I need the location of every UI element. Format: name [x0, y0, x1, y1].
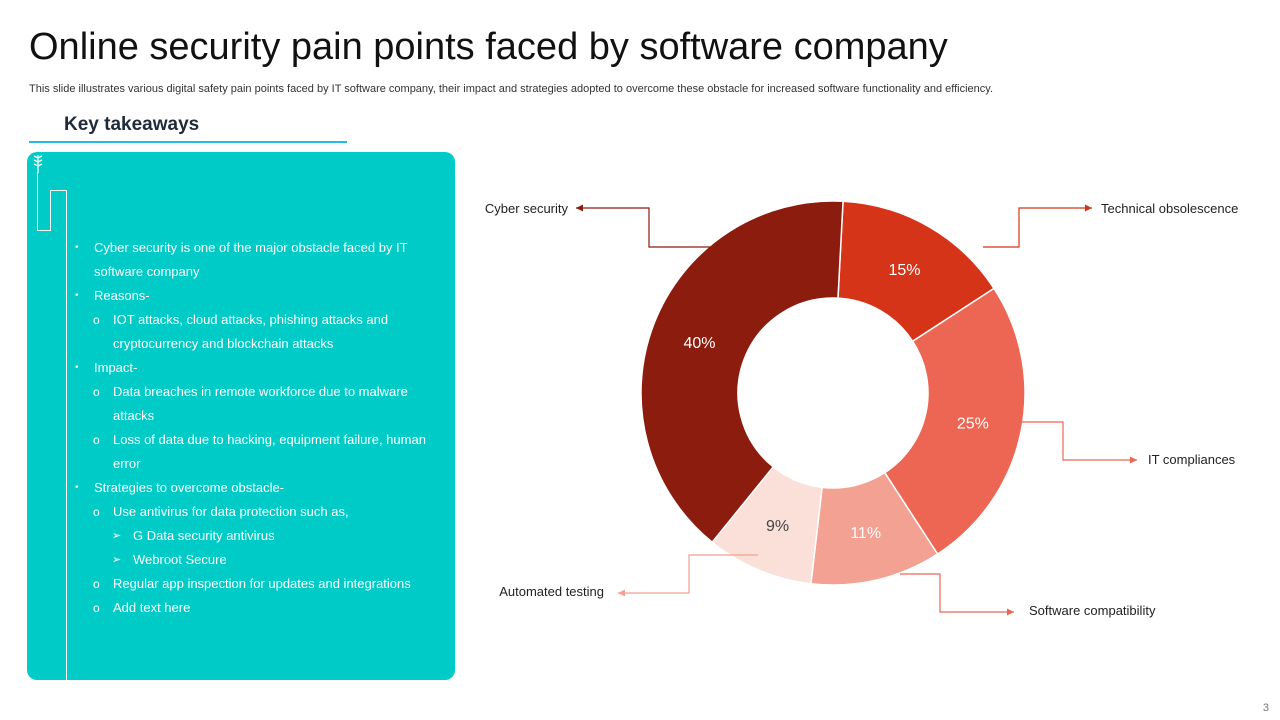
callout-line — [576, 207, 718, 248]
takeaway-item: attacks — [72, 404, 442, 428]
takeaway-text: Webroot Secure — [133, 552, 227, 567]
takeaway-item: o Regular app inspection for updates and … — [72, 572, 442, 596]
page-subtitle: This slide illustrates various digital s… — [29, 83, 994, 95]
slice-category-label: Automated testing — [499, 584, 604, 599]
takeaway-item: o IOT attacks, cloud attacks, phishing at… — [72, 308, 442, 332]
arrow-icon — [618, 589, 625, 597]
arrow-icon — [1007, 608, 1014, 616]
page-title: Online security pain points faced by sof… — [29, 26, 948, 68]
takeaway-item: cryptocurrency and blockchain attacks — [72, 332, 442, 356]
donut-slice — [640, 200, 844, 544]
callout-line — [1022, 421, 1137, 461]
bullet-marker: • — [75, 290, 79, 301]
takeaway-item: ➢ G Data security antivirus — [72, 524, 442, 548]
callout-line — [900, 573, 1014, 613]
callout-line — [618, 554, 758, 594]
takeaway-text: Regular app inspection for updates and i… — [113, 576, 411, 591]
callout-line — [983, 207, 1092, 248]
takeaway-item: • Reasons- — [72, 284, 442, 308]
takeaway-text: Add text here — [113, 600, 191, 615]
takeaway-item: o Add text here — [72, 596, 442, 620]
bullet-marker: ➢ — [112, 554, 122, 566]
panel-divider-line — [66, 190, 67, 680]
bullet-marker: • — [75, 482, 79, 493]
takeaway-text: G Data security antivirus — [133, 528, 275, 543]
takeaways-heading: Key takeaways — [64, 114, 200, 135]
donut-slice — [883, 287, 1026, 556]
slice-category-label: Technical obsolescence — [1101, 201, 1238, 216]
takeaway-item: error — [72, 452, 442, 476]
slice-value-label: 25% — [957, 416, 989, 433]
bullet-marker: o — [93, 433, 100, 447]
takeaway-text: software company — [94, 264, 200, 279]
takeaways-panel — [27, 152, 455, 680]
arrow-icon — [576, 204, 583, 212]
takeaway-item: • Strategies to overcome obstacle- — [72, 476, 442, 500]
bullet-marker: o — [93, 505, 100, 519]
takeaway-item: o Use antivirus for data protection such … — [72, 500, 442, 524]
takeaway-text: Impact- — [94, 360, 138, 375]
arrow-icon — [1130, 456, 1137, 464]
takeaway-item: • Cyber security is one of the major obst… — [72, 236, 442, 260]
takeaway-item: o Data breaches in remote workforce due t… — [72, 380, 442, 404]
slice-value-label: 9% — [766, 518, 789, 535]
slice-value-label: 40% — [683, 335, 715, 352]
takeaway-text: attacks — [113, 408, 155, 423]
slice-category-label: Software compatibility — [1029, 603, 1156, 618]
page-number: 3 — [1262, 702, 1269, 714]
takeaways-list: • Cyber security is one of the major obst… — [72, 236, 442, 620]
bullet-marker: • — [75, 362, 79, 373]
takeaway-text: Use antivirus for data protection such a… — [113, 504, 349, 519]
takeaway-text: Loss of data due to hacking, equipment f… — [113, 432, 426, 447]
bullet-marker: • — [75, 242, 79, 253]
bullet-marker: ➢ — [112, 530, 122, 542]
heading-underline — [29, 141, 347, 143]
takeaway-text: Data breaches in remote workforce due to… — [113, 384, 408, 399]
wheat-icon — [33, 155, 43, 173]
arrow-icon — [1085, 204, 1092, 212]
takeaway-item: o Loss of data due to hacking, equipment … — [72, 428, 442, 452]
takeaway-text: Cyber security is one of the major obsta… — [94, 240, 408, 255]
takeaway-item: software company — [72, 260, 442, 284]
slice-category-label: Cyber security — [485, 201, 569, 216]
bullet-marker: o — [93, 577, 100, 591]
takeaway-text: IOT attacks, cloud attacks, phishing att… — [113, 312, 389, 327]
bullet-marker: o — [93, 601, 100, 615]
slice-value-label: 15% — [888, 262, 920, 279]
bullet-marker: o — [93, 313, 100, 327]
panel-accent-bottom — [37, 230, 51, 231]
panel-accent-line — [37, 172, 38, 231]
takeaway-text: Strategies to overcome obstacle- — [94, 480, 285, 495]
takeaway-text: Reasons- — [94, 288, 150, 303]
panel-accent-rise — [50, 190, 51, 231]
takeaway-item: • Impact- — [72, 356, 442, 380]
panel-accent-top — [50, 190, 66, 191]
takeaway-text: cryptocurrency and blockchain attacks — [113, 336, 334, 351]
slice-category-label: IT compliances — [1148, 452, 1236, 467]
slice-value-label: 11% — [850, 525, 881, 542]
takeaway-text: error — [113, 456, 141, 471]
takeaway-item: ➢ Webroot Secure — [72, 548, 442, 572]
bullet-marker: o — [93, 385, 100, 399]
